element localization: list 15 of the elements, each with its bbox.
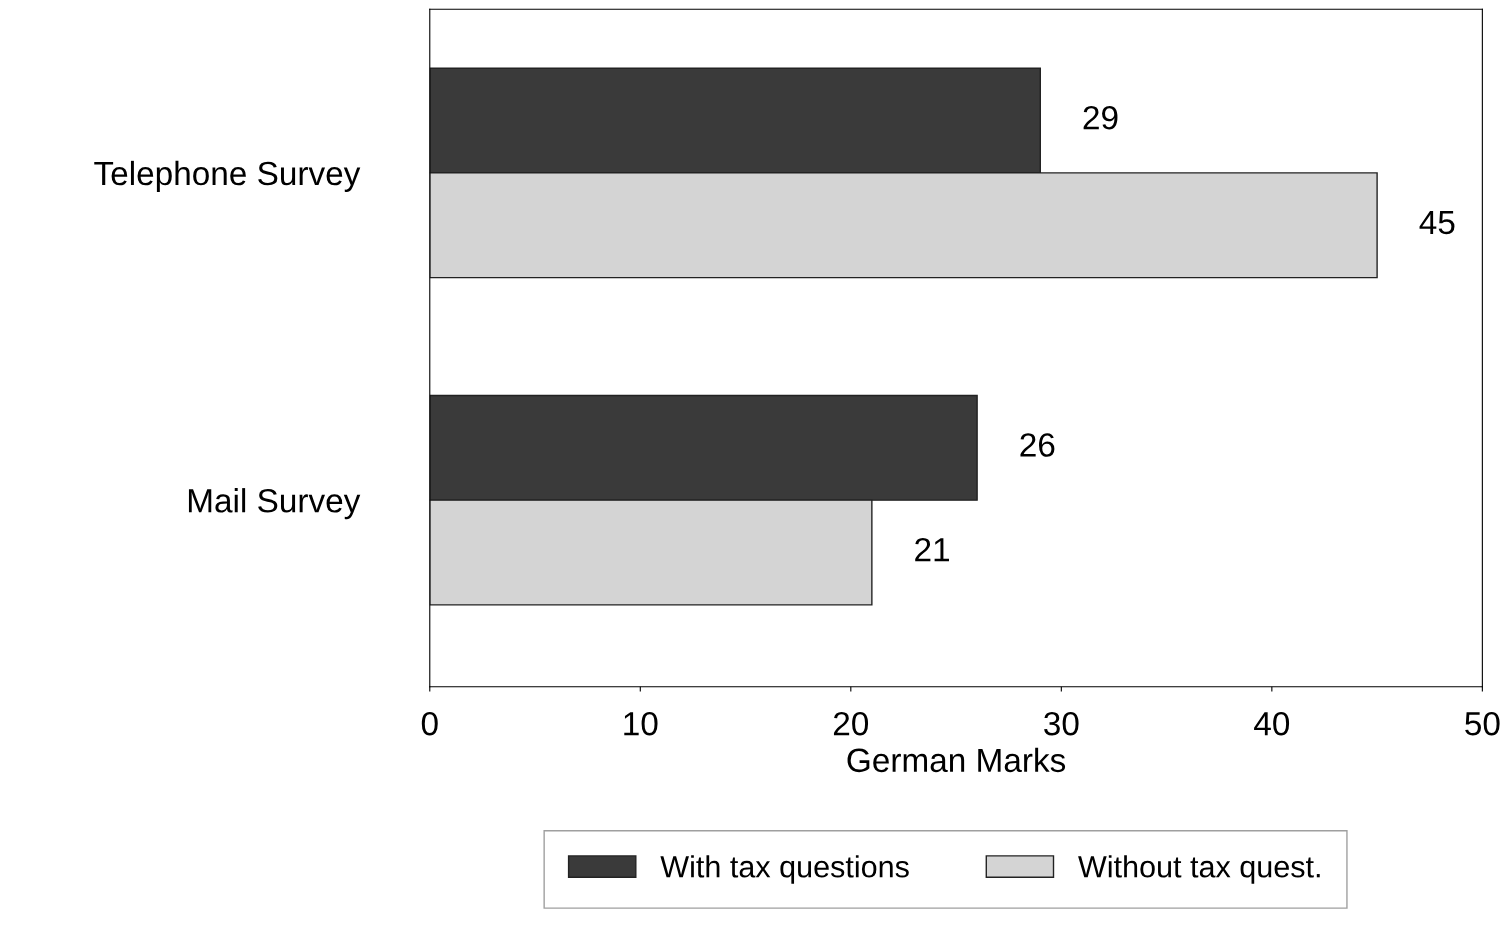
x-tick-label: 40 bbox=[1254, 711, 1290, 736]
legend-label: With tax questions bbox=[660, 855, 909, 884]
x-tick-label: 30 bbox=[1044, 711, 1079, 736]
y-tick-label: Telephone Survey bbox=[94, 160, 361, 192]
x-tick-label: 0 bbox=[421, 711, 438, 736]
y-tick-label: Mail Survey bbox=[188, 488, 361, 520]
x-tick-label: 20 bbox=[833, 711, 869, 736]
x-tick-label: 50 bbox=[1465, 711, 1500, 736]
x-axis-title: German Marks bbox=[847, 747, 1066, 773]
data-label: 45 bbox=[1419, 210, 1455, 235]
data-label: 29 bbox=[1083, 105, 1118, 130]
legend-label: Without tax quest. bbox=[1078, 855, 1320, 884]
data-label: 21 bbox=[915, 537, 949, 562]
data-label: 26 bbox=[1020, 433, 1055, 457]
x-tick-label: 10 bbox=[624, 711, 658, 736]
